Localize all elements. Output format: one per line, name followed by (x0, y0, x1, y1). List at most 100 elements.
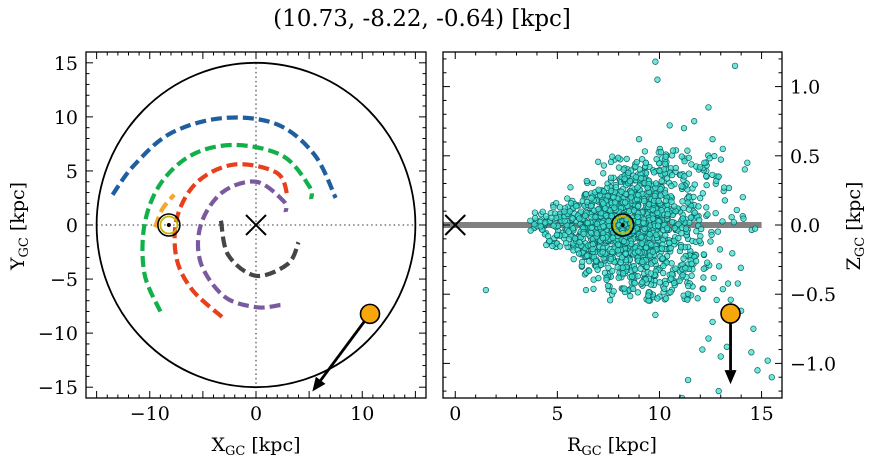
scatter-point (740, 215, 747, 222)
scatter-point (652, 58, 659, 65)
scatter-point (627, 194, 635, 201)
scatter-point (599, 234, 607, 242)
rz-panel: 0 5 10 15 −1.0 −0.5 0.0 0.5 1.0 RGC [kpc] ZGC [k… (442, 51, 868, 459)
scatter-point (543, 241, 550, 249)
spiral-arm-2 (153, 193, 176, 228)
spiral-arm-5 (218, 220, 301, 279)
scatter-point (728, 213, 735, 221)
scatter-point (634, 203, 642, 210)
scatter-point (710, 274, 717, 282)
scatter-point (703, 172, 710, 180)
scatter-point (569, 225, 577, 232)
spiral-arm-1 (140, 142, 314, 313)
scatter-point (651, 257, 658, 265)
scatter-point (669, 171, 676, 179)
scatter-point (599, 249, 606, 256)
scatter-point (595, 186, 602, 193)
scatter-point (706, 155, 713, 162)
scatter-point (754, 367, 761, 374)
scatter-point (573, 203, 580, 210)
scatter-point (672, 265, 679, 272)
scatter-point (608, 212, 615, 220)
scatter-point (561, 208, 568, 215)
scatter-point (626, 178, 634, 185)
scatter-point (607, 255, 615, 263)
scatter-point (700, 265, 707, 272)
scatter-point (594, 158, 602, 165)
scatter-point (649, 215, 657, 222)
scatter-point (643, 263, 650, 270)
scatter-point (654, 76, 661, 83)
xy-ytick-label: −10 (38, 323, 78, 345)
scatter-point (723, 343, 731, 350)
scatter-point (625, 208, 633, 215)
scatter-point (600, 223, 607, 230)
scatter-point (588, 224, 595, 232)
scatter-point (583, 177, 590, 185)
scatter-point (664, 210, 671, 218)
scatter-point (727, 296, 734, 303)
scatter-point (681, 173, 688, 180)
scatter-point (717, 353, 724, 360)
rz-ytick-label: 0.0 (790, 215, 820, 237)
scatter-point (620, 238, 628, 245)
scatter-point (563, 239, 570, 247)
xy-ylabel: YGC [kpc] (7, 182, 32, 271)
scatter-point (719, 285, 727, 293)
scatter-point (604, 282, 612, 290)
scatter-point (684, 296, 691, 303)
rz-object-marker (720, 303, 741, 324)
scatter-point (589, 179, 597, 186)
scatter-point (685, 282, 692, 290)
scatter-point (586, 267, 593, 274)
scatter-point (537, 223, 544, 230)
scatter-point (652, 311, 659, 319)
scatter-point (600, 170, 607, 177)
scatter-point (709, 171, 716, 179)
xy-xtick-label: 10 (350, 403, 374, 425)
scatter-point (615, 164, 623, 171)
scatter-point (731, 62, 739, 69)
scatter-point (582, 286, 590, 294)
scatter-point (658, 177, 665, 185)
rz-ytick-label: −1.0 (790, 353, 836, 375)
scatter-point (668, 198, 675, 205)
scatter-point (611, 204, 618, 211)
scatter-point (662, 153, 669, 160)
scatter-point (724, 280, 732, 287)
rz-sun-marker-outer (610, 213, 635, 237)
scatter-point (615, 154, 622, 161)
scatter-point (650, 169, 658, 176)
scatter-point (679, 198, 686, 205)
scatter-point (654, 295, 661, 302)
scatter-point (691, 209, 698, 216)
xy-velocity-arrow-head (312, 376, 326, 392)
scatter-point (741, 166, 748, 173)
scatter-point (531, 221, 538, 228)
galactic-center-marker (245, 214, 267, 236)
scatter-point (739, 193, 746, 201)
scatter-point (699, 346, 706, 353)
scatter-point (700, 285, 707, 293)
scatter-point (768, 374, 775, 381)
scatter-point (685, 170, 693, 177)
scatter-point (584, 252, 591, 259)
xy-ytick-label: −5 (50, 269, 78, 291)
scatter-point (633, 158, 640, 166)
scatter-point (679, 215, 687, 222)
scatter-point (651, 192, 659, 200)
scatter-point (619, 270, 627, 277)
scatter-point (606, 297, 614, 304)
scatter-point (637, 175, 645, 182)
scatter-point (659, 269, 667, 277)
scatter-point (600, 162, 608, 169)
scatter-point (662, 232, 669, 239)
scatter-point (597, 261, 605, 268)
xy-boundary-circle (95, 61, 417, 389)
rz-xtick-label: 0 (449, 403, 461, 425)
scatter-point (671, 225, 679, 232)
xy-xtick-label: −10 (130, 403, 170, 425)
scatter-point (631, 279, 638, 287)
scatter-point (634, 289, 642, 296)
scatter-point (576, 215, 583, 222)
